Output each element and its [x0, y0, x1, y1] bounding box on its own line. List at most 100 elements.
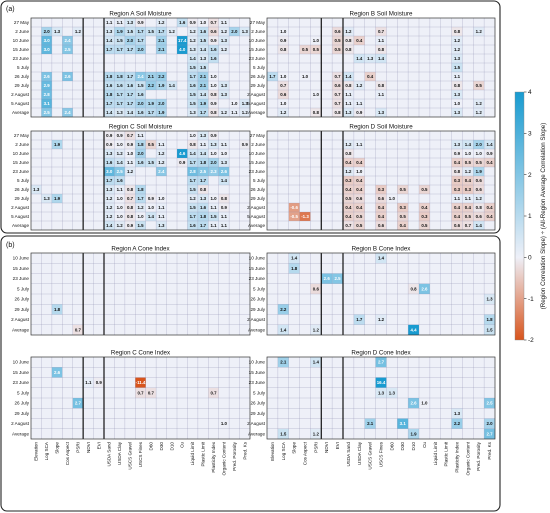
heatmap-cell	[197, 221, 209, 230]
row-label: 15 June	[13, 370, 30, 375]
cell-value-label: 1.0	[465, 151, 472, 156]
cell-value-label: 1.4	[200, 47, 207, 52]
heatmap-cell	[145, 387, 157, 398]
heatmap-cell	[124, 90, 136, 99]
cell-value-label: 1.0	[221, 151, 228, 156]
cell-value-label: -0.6	[290, 205, 298, 210]
cell-value-label: 0.9	[127, 142, 134, 147]
heatmap-cell	[124, 27, 136, 36]
cell-value-label: 1.6	[179, 20, 186, 25]
cell-value-label: 1.0	[221, 421, 228, 426]
cell-value-label: 1.7	[106, 47, 113, 52]
cell-value-label: 0.8	[378, 47, 385, 52]
cell-value-label: 1.4	[476, 223, 483, 228]
heatmap-cell	[419, 398, 430, 409]
row-label: 23 June	[249, 276, 266, 281]
cell-value-label: 1.0	[210, 74, 217, 79]
cell-value-label: 2.1	[367, 421, 374, 426]
cell-value-label: 1.2	[127, 169, 134, 174]
heatmap-cell	[135, 72, 146, 81]
cell-value-label: 0.7	[378, 29, 385, 34]
cell-value-label: 2.0	[158, 101, 165, 106]
row-label: 5 July	[253, 390, 266, 395]
heatmap-cell	[104, 72, 115, 81]
heatmap-cell	[353, 36, 365, 45]
heatmap-cell	[187, 167, 198, 176]
heatmap-cell	[408, 324, 419, 335]
heatmap-cell	[208, 72, 219, 81]
heatmap-cell	[104, 185, 115, 194]
heatmap-cell	[473, 176, 485, 185]
column-label: Cu	[180, 442, 185, 448]
heatmap-cell	[104, 194, 115, 203]
heatmap-cell	[484, 314, 495, 325]
cell-value-label: 1.2	[158, 151, 165, 156]
column-label: USCS Fines	[379, 441, 384, 467]
heatmap-cell	[239, 27, 250, 36]
cell-value-label: 0.5	[476, 83, 483, 88]
heatmap-cell	[267, 72, 278, 81]
cell-value-label: 0.7	[465, 223, 472, 228]
heatmap-cell	[145, 81, 157, 90]
cell-value-label: 2.3	[210, 169, 217, 174]
row-label: 2 June	[251, 29, 265, 34]
heatmap-cell	[277, 27, 289, 36]
heatmap-cell	[156, 158, 167, 167]
cell-value-label: 2.2	[148, 83, 155, 88]
heatmap-cell	[375, 81, 387, 90]
heatmap-cell	[197, 149, 209, 158]
cell-value-label: 0.8	[411, 286, 418, 291]
row-label: 5 August	[11, 101, 30, 106]
cell-value-label: 2.6	[44, 74, 51, 79]
row-label: 15 June	[13, 266, 30, 271]
cell-value-label: 1.2	[378, 317, 385, 322]
cell-value-label: 2.7	[378, 360, 385, 365]
heatmap-cell	[484, 324, 495, 335]
heatmap-cell	[187, 203, 198, 212]
cell-value-label: 1.7	[127, 101, 134, 106]
row-label: 2 June	[15, 29, 29, 34]
heatmap-cell	[187, 158, 198, 167]
cell-value-label: 1.7	[137, 38, 144, 43]
row-label: 26 July	[14, 401, 29, 406]
column-label: USCS Gravel	[368, 442, 373, 470]
cell-value-label: 1.4	[313, 360, 320, 365]
row-label: Average	[12, 110, 29, 115]
cell-value-label: 1.6	[106, 83, 113, 88]
heatmap-cell	[51, 140, 63, 149]
heatmap-cell	[145, 140, 157, 149]
cell-value-label: 0.8	[476, 205, 483, 210]
heatmap-cell	[135, 194, 146, 203]
heatmap-cell	[187, 212, 198, 221]
row-label: 29 July	[250, 83, 265, 88]
heatmap-cell	[114, 81, 125, 90]
cell-value-label: 2.6	[324, 276, 331, 281]
column-label: D60	[389, 442, 394, 451]
cell-value-label: 0.4	[356, 205, 363, 210]
cell-value-label: 1.8	[200, 160, 207, 165]
heatmap-cell	[229, 108, 240, 117]
column-label: Pred. Ks	[487, 441, 492, 459]
heatmap-cell	[124, 212, 136, 221]
cell-value-label: 1.1	[137, 133, 144, 138]
heatmap-cell	[343, 81, 354, 90]
heatmap-frame	[30, 356, 251, 440]
heatmap-cell	[145, 203, 157, 212]
cell-value-label: 1.6	[210, 56, 217, 61]
column-label: EVI	[335, 442, 340, 449]
row-label: 29 July	[250, 411, 265, 416]
column-label: Plasticity Index	[211, 441, 216, 472]
row-label: 27 May	[250, 20, 266, 25]
cell-value-label: 1.0	[302, 74, 309, 79]
heatmap-cell	[375, 203, 387, 212]
heatmap-cell	[218, 203, 230, 212]
heatmap-cell	[353, 194, 365, 203]
cell-value-label: 1.5	[190, 65, 197, 70]
heatmap-cell	[208, 18, 219, 27]
heatmap-cell	[288, 253, 300, 264]
heatmap-cell	[156, 18, 167, 27]
heatmap-cell	[124, 185, 136, 194]
column-label: PSRI	[313, 442, 318, 453]
row-label: 2 August	[11, 205, 30, 210]
cell-value-label: 1.3	[33, 187, 40, 192]
